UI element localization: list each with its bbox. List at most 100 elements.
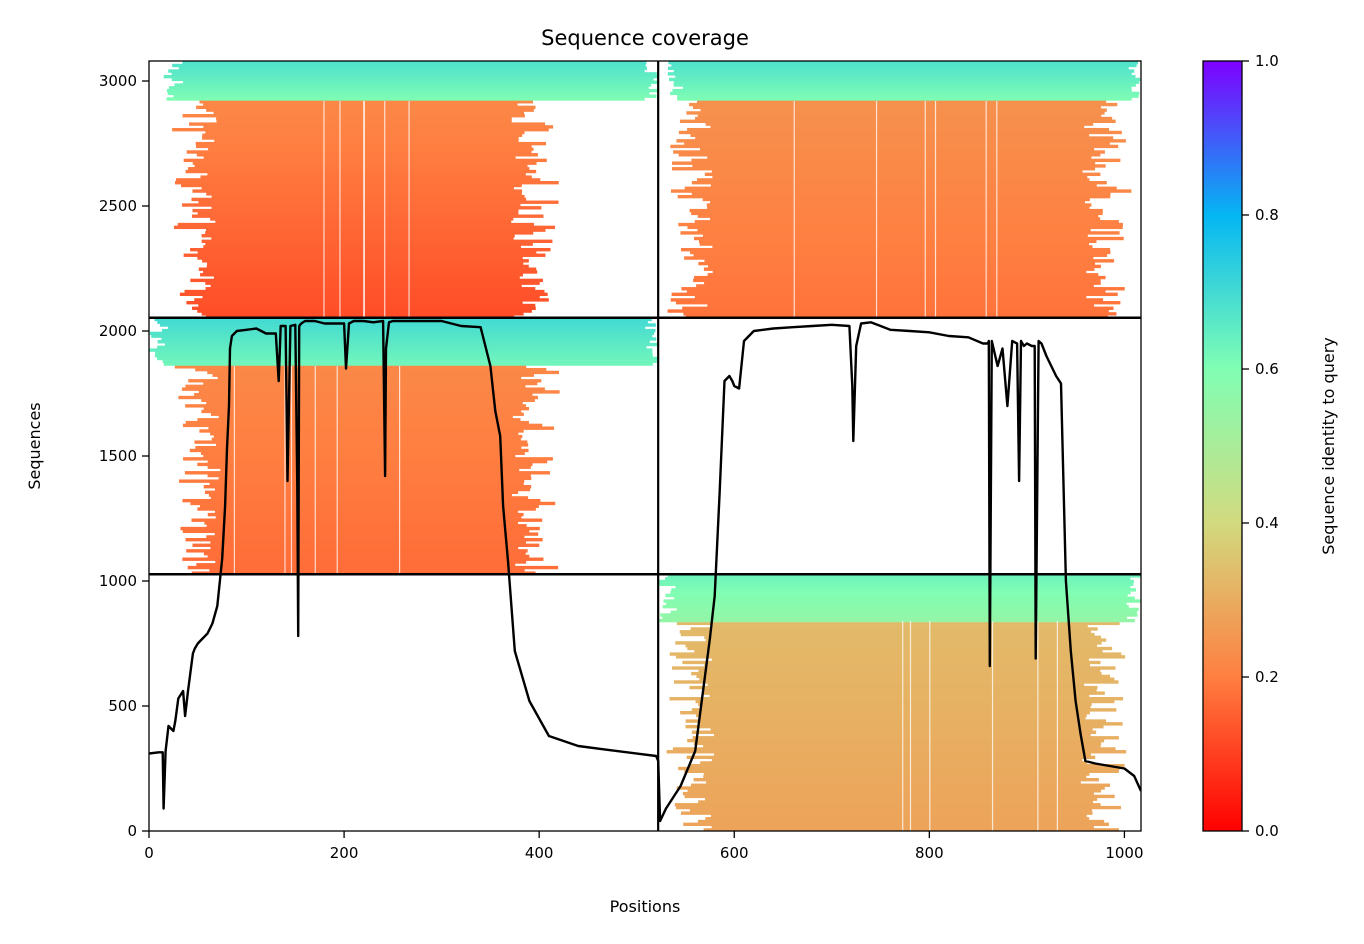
heatmap-row bbox=[157, 356, 658, 361]
heatmap-row bbox=[703, 267, 1095, 271]
heatmap-row bbox=[173, 94, 657, 98]
heatmap-row bbox=[700, 108, 1107, 112]
x-tick-label: 400 bbox=[525, 844, 554, 862]
alignment-block-3 bbox=[149, 317, 658, 575]
heatmap-row bbox=[203, 381, 538, 386]
heatmap-row bbox=[207, 459, 548, 464]
heatmap-row bbox=[691, 181, 1107, 185]
heatmap-row bbox=[208, 493, 513, 497]
heatmap-row bbox=[192, 208, 519, 213]
heatmap-row bbox=[672, 747, 1116, 751]
gap-streak bbox=[290, 366, 293, 575]
heatmap-row bbox=[207, 261, 524, 266]
heatmap-row bbox=[159, 323, 656, 327]
heatmap-row bbox=[168, 69, 645, 73]
heatmap-row bbox=[210, 284, 522, 288]
heatmap-row bbox=[201, 398, 535, 402]
heatmap-row bbox=[210, 546, 519, 550]
heatmap-row bbox=[670, 91, 1140, 96]
colorbar-label: Sequence identity to query bbox=[1319, 337, 1338, 554]
heatmap-row bbox=[711, 758, 1083, 762]
heatmap-row bbox=[186, 549, 528, 553]
heatmap-row bbox=[705, 638, 1107, 642]
heatmap-row bbox=[696, 713, 1087, 718]
heatmap-row bbox=[149, 331, 655, 336]
gap-streak bbox=[902, 621, 904, 831]
heatmap-row bbox=[186, 301, 523, 305]
heatmap-row bbox=[686, 289, 1106, 294]
heatmap-row bbox=[693, 777, 1099, 782]
heatmap-row bbox=[666, 602, 1127, 606]
heatmap-row bbox=[711, 624, 1088, 628]
heatmap-row bbox=[660, 613, 1138, 617]
heatmap-row bbox=[703, 775, 1087, 779]
heatmap-row bbox=[203, 551, 526, 556]
heatmap-row bbox=[667, 66, 1129, 70]
gap-streak bbox=[323, 101, 325, 318]
y-tick-label: 500 bbox=[108, 697, 137, 715]
gap-streak bbox=[929, 621, 931, 831]
heatmap-row bbox=[163, 362, 653, 366]
heatmap-row bbox=[707, 206, 1090, 210]
plot-frame bbox=[148, 60, 1142, 832]
heatmap-row bbox=[181, 387, 545, 391]
y-tick-label: 1000 bbox=[99, 572, 137, 590]
heatmap-row bbox=[693, 253, 1108, 257]
heatmap-row bbox=[675, 74, 1136, 79]
heatmap-row bbox=[704, 259, 1115, 263]
heatmap-row bbox=[702, 688, 1097, 693]
heatmap-row bbox=[693, 236, 1124, 241]
gap-streak bbox=[284, 366, 286, 575]
heatmap-row bbox=[157, 345, 647, 350]
heatmap-row bbox=[182, 557, 544, 561]
heatmap-row bbox=[710, 125, 1085, 129]
heatmap-row bbox=[205, 287, 536, 291]
heatmap-row bbox=[183, 80, 658, 84]
heatmap-row bbox=[691, 730, 1097, 734]
heatmap-row bbox=[197, 462, 533, 467]
heatmap-row bbox=[197, 256, 523, 260]
heatmap-row bbox=[201, 239, 553, 243]
coverage-line bbox=[149, 319, 1141, 823]
heatmap-row bbox=[176, 178, 541, 182]
heatmap-row bbox=[201, 186, 514, 190]
heatmap-row bbox=[218, 415, 513, 419]
heatmap-row bbox=[678, 766, 1120, 771]
heatmap-row bbox=[687, 127, 1109, 132]
heatmap-row bbox=[207, 512, 524, 517]
heatmap-row bbox=[198, 303, 536, 308]
heatmap-row bbox=[684, 794, 1115, 799]
heatmap-row bbox=[206, 535, 525, 539]
heatmap-row bbox=[659, 579, 1135, 584]
heatmap-row bbox=[188, 379, 542, 383]
heatmap-row bbox=[682, 660, 1101, 665]
heatmap-row bbox=[672, 88, 1132, 93]
heatmap-row bbox=[671, 167, 1096, 171]
y-axis-label: Sequences bbox=[25, 402, 44, 489]
heatmap-row bbox=[213, 111, 524, 115]
heatmap-row bbox=[679, 119, 1116, 123]
heatmap-row bbox=[208, 426, 555, 430]
heatmap-row bbox=[687, 789, 1101, 793]
gap-streak bbox=[934, 101, 937, 318]
heatmap-row bbox=[710, 814, 1087, 818]
heatmap-row bbox=[203, 406, 530, 411]
heatmap-row bbox=[697, 214, 1099, 218]
x-tick-label: 1000 bbox=[1105, 844, 1143, 862]
heatmap-row bbox=[677, 94, 1139, 98]
heatmap-row bbox=[203, 270, 538, 274]
heatmap-row bbox=[673, 150, 1105, 154]
gap-streak bbox=[408, 101, 410, 318]
heatmap-row bbox=[681, 287, 1125, 291]
heatmap-row bbox=[685, 719, 1107, 723]
heatmap-row bbox=[671, 161, 1096, 165]
heatmap-row bbox=[693, 278, 1101, 283]
heatmap-row bbox=[691, 211, 1103, 216]
heatmap-row bbox=[192, 543, 540, 547]
heatmap-row bbox=[214, 510, 519, 514]
heatmap-row bbox=[208, 147, 534, 151]
heatmap-row bbox=[189, 122, 546, 126]
heatmap-row bbox=[670, 189, 1132, 193]
colorbar-tick-label: 1.0 bbox=[1255, 52, 1279, 70]
